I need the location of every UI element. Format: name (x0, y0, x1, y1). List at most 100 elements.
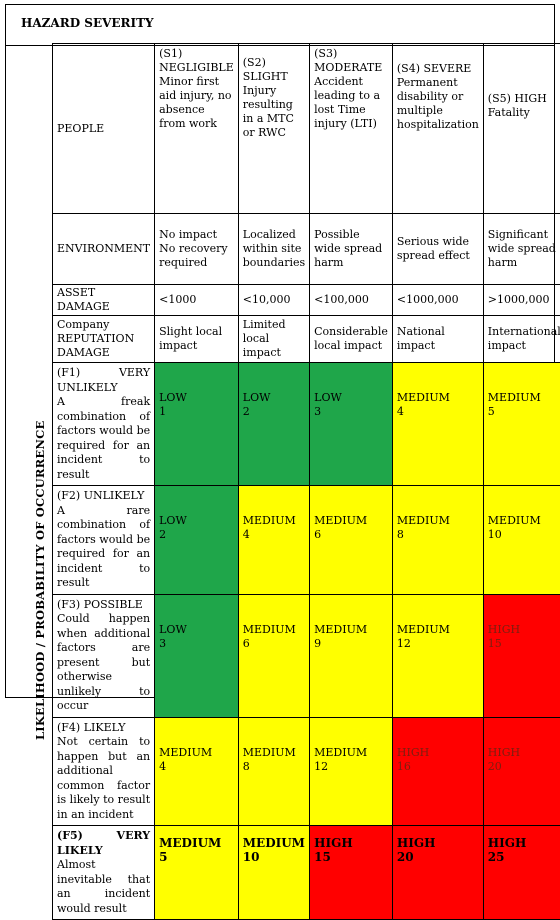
consequence-cell: Considerable local impact (310, 316, 393, 363)
risk-score: 5 (159, 850, 234, 864)
risk-matrix-table: PEOPLE(S1) NEGLIGIBLE Minor first aid in… (52, 43, 560, 920)
likelihood-level: (F2) UNLIKELY (57, 489, 150, 504)
risk-level: MEDIUM (159, 836, 234, 850)
page-title: HAZARD SEVERITY (5, 4, 555, 46)
risk-level: MEDIUM (314, 623, 388, 637)
consequence-row-label: ASSET DAMAGE (53, 285, 155, 316)
risk-level: HIGH (397, 836, 479, 850)
risk-score: 8 (243, 760, 305, 774)
risk-score: 16 (397, 760, 479, 774)
risk-score: 25 (488, 850, 560, 864)
consequence-cell: (S4) SEVERE Permanent disability or mult… (392, 44, 483, 214)
risk-level: MEDIUM (159, 746, 234, 760)
risk-score: 2 (243, 405, 305, 419)
consequence-cell: <1000,000 (392, 285, 483, 316)
consequence-row: ASSET DAMAGE<1000<10,000<100,000<1000,00… (53, 285, 560, 316)
risk-score: 1 (159, 405, 234, 419)
risk-score: 10 (488, 528, 560, 542)
risk-score: 3 (159, 637, 234, 651)
likelihood-description: A freak combination of factors would be … (57, 395, 150, 481)
risk-score: 6 (243, 637, 305, 651)
consequence-row: PEOPLE(S1) NEGLIGIBLE Minor first aid in… (53, 44, 560, 214)
consequence-cell: (S5) HIGH Fatality (483, 44, 560, 214)
consequence-cell: (S3) MODERATE Accident leading to a lost… (310, 44, 393, 214)
risk-level: MEDIUM (243, 836, 305, 850)
consequence-cell: (S2) SLIGHT Injury resulting in a MTC or… (238, 44, 309, 214)
risk-level: MEDIUM (243, 514, 305, 528)
risk-score: 4 (397, 405, 479, 419)
risk-level: HIGH (397, 746, 479, 760)
consequence-cell: Serious wide spread effect (392, 214, 483, 285)
consequence-cell: No impact No recovery required (155, 214, 239, 285)
consequence-row-label: PEOPLE (53, 44, 155, 214)
consequence-row-label: Company REPUTATION DAMAGE (53, 316, 155, 363)
risk-score: 5 (488, 405, 560, 419)
likelihood-description: Not certain to happen but an additional … (57, 735, 150, 821)
risk-score: 4 (159, 760, 234, 774)
consequence-cell: International impact (483, 316, 560, 363)
likelihood-axis-label: LIKELIHOOD / PROBABILITY OF OCCURRENCE (33, 421, 47, 740)
risk-score: 10 (243, 850, 305, 864)
risk-score: 6 (314, 528, 388, 542)
likelihood-level: (F5) VERY LIKELY (57, 829, 150, 858)
risk-score: 3 (314, 405, 388, 419)
risk-score: 12 (397, 637, 479, 651)
consequence-cell: >1000,000 (483, 285, 560, 316)
risk-level: HIGH (488, 836, 560, 850)
risk-score: 4 (243, 528, 305, 542)
risk-score: 20 (488, 760, 560, 774)
risk-level: LOW (159, 623, 234, 637)
consequence-cell: Localized within site boundaries (238, 214, 309, 285)
risk-level: MEDIUM (488, 391, 560, 405)
risk-score: 2 (159, 528, 234, 542)
likelihood-level: (F3) POSSIBLE (57, 598, 150, 613)
risk-level: MEDIUM (397, 623, 479, 637)
likelihood-description: Almost inevitable that an incident would… (57, 858, 150, 915)
risk-level: LOW (159, 391, 234, 405)
consequence-cell: <100,000 (310, 285, 393, 316)
likelihood-level: (F1) VERY UNLIKELY (57, 366, 150, 395)
risk-level: HIGH (488, 623, 560, 637)
risk-score: 12 (314, 760, 388, 774)
consequence-cell: Significant wide spread harm (483, 214, 560, 285)
likelihood-description: Could happen when additional factors are… (57, 612, 150, 712)
risk-score: 15 (314, 850, 388, 864)
risk-level: MEDIUM (243, 746, 305, 760)
risk-level: LOW (243, 391, 305, 405)
risk-score: 20 (397, 850, 479, 864)
likelihood-level: (F4) LIKELY (57, 721, 150, 736)
consequence-cell: Limited local impact (238, 316, 309, 363)
consequence-cell: <10,000 (238, 285, 309, 316)
risk-level: LOW (159, 514, 234, 528)
risk-level: MEDIUM (397, 391, 479, 405)
risk-level: MEDIUM (243, 623, 305, 637)
risk-level: MEDIUM (314, 514, 388, 528)
likelihood-axis: LIKELIHOOD / PROBABILITY OF OCCURRENCE (5, 45, 53, 698)
